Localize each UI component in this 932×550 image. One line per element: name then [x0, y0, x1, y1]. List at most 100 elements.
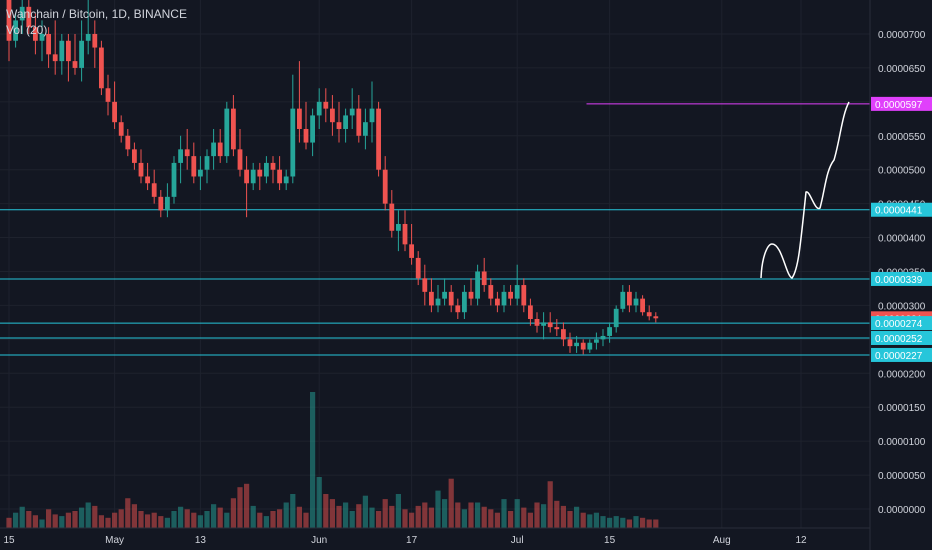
- candle-body: [587, 342, 593, 350]
- price-tags: 0.00005970.00004410.00003390.00002810.00…: [871, 96, 932, 362]
- volume-bar: [151, 512, 157, 528]
- candle-body: [396, 223, 401, 231]
- chart-legend: Wanchain / Bitcoin, 1D, BINANCE Vol (20): [6, 6, 187, 38]
- candle-body: [145, 176, 150, 184]
- volume-bar: [178, 506, 184, 528]
- candle-body: [178, 149, 183, 163]
- volume-bar: [349, 511, 355, 528]
- candle-body: [257, 169, 263, 177]
- price-tick-label: 0.0000050: [878, 471, 926, 482]
- candle-body: [198, 169, 203, 177]
- candle-body: [66, 40, 71, 62]
- volume-indicator-label[interactable]: Vol (20): [6, 23, 48, 37]
- volume-bar: [409, 512, 415, 528]
- candle-body: [481, 271, 487, 286]
- time-tick-label: 15: [604, 535, 616, 546]
- volume-bar: [626, 519, 632, 528]
- candle-body: [125, 135, 131, 150]
- candle-body: [402, 223, 408, 245]
- volume-bar: [580, 512, 586, 528]
- volume-bar: [336, 505, 342, 528]
- price-tick-label: 0.0000700: [878, 30, 926, 41]
- volume-bar: [79, 507, 85, 528]
- volume-bar: [98, 515, 104, 528]
- volume-bar: [277, 509, 283, 528]
- candle-body: [501, 291, 507, 306]
- volume-bar: [323, 494, 329, 528]
- time-tick-label: 13: [195, 535, 207, 546]
- candle-body: [224, 108, 230, 157]
- candle-body: [105, 88, 111, 102]
- price-tag-label: 0.0000274: [875, 319, 923, 330]
- candle-body: [561, 329, 566, 340]
- volume-bar: [237, 487, 243, 528]
- volume-bar: [593, 512, 599, 528]
- volume-bar: [211, 504, 217, 528]
- candle-body: [264, 162, 269, 177]
- candle-body: [250, 169, 256, 184]
- volume-bar: [560, 505, 566, 528]
- volume-bar: [316, 477, 322, 528]
- volume-bar: [52, 514, 58, 528]
- candle-body: [323, 101, 329, 109]
- symbol-title[interactable]: Wanchain / Bitcoin, 1D, BINANCE: [6, 7, 187, 21]
- candle-body: [191, 156, 197, 177]
- time-tick-label: May: [105, 535, 124, 546]
- volume-bar: [250, 505, 256, 528]
- candle-body: [554, 327, 560, 330]
- volume-bar: [290, 494, 296, 528]
- volume-bar: [613, 516, 619, 528]
- volume-bar: [428, 507, 434, 528]
- volume-bar: [283, 502, 289, 528]
- volume-bar: [541, 504, 547, 528]
- time-axis-labels: 15 May 13 Jun 17 Jul 15 Aug 12: [3, 535, 807, 546]
- candle-body: [653, 316, 659, 319]
- volume-bar: [362, 495, 368, 528]
- volume-bar: [435, 490, 441, 528]
- volume-bar: [448, 478, 454, 528]
- candle-body: [521, 285, 527, 306]
- volume-bar: [197, 515, 203, 528]
- volume-bar: [481, 506, 487, 528]
- candle-body: [92, 33, 98, 48]
- candle-body: [435, 298, 441, 306]
- volume-bar: [343, 502, 349, 528]
- projection-drawing[interactable]: [760, 101, 850, 279]
- candle-body: [33, 27, 38, 41]
- candle-body: [627, 291, 632, 306]
- candle-body: [277, 169, 282, 184]
- volume-bar: [554, 500, 560, 528]
- volume-bar: [574, 506, 580, 528]
- candle-body: [363, 122, 368, 136]
- candle-body: [356, 108, 362, 136]
- price-tag: [871, 316, 932, 331]
- price-tick-label: 0.0000200: [878, 369, 926, 380]
- volume-bar: [402, 509, 408, 528]
- candle-body: [211, 142, 216, 157]
- volume-bar: [442, 499, 448, 528]
- volume-bar: [138, 511, 144, 528]
- candle-body: [237, 149, 243, 170]
- candle-body: [488, 285, 494, 299]
- volume-bar: [112, 512, 118, 528]
- volume-bar: [13, 512, 19, 528]
- volume-bar: [329, 499, 335, 528]
- volume-bar: [587, 514, 593, 528]
- volume-bar: [488, 509, 494, 528]
- candle-body: [574, 342, 579, 347]
- candle-body: [26, 6, 32, 28]
- volume-bar: [501, 499, 507, 528]
- volume-bar: [92, 505, 98, 528]
- price-tick-label: 0.0000100: [878, 437, 926, 448]
- horizontal-lines: [0, 103, 870, 356]
- price-tick-label: 0.0000300: [878, 301, 926, 312]
- volume-bar: [415, 505, 421, 528]
- volume-bar: [204, 511, 210, 528]
- candle-body: [389, 203, 395, 231]
- candle-body: [455, 305, 461, 313]
- candle-body: [132, 149, 137, 163]
- candle-body: [429, 291, 434, 306]
- candle-body: [448, 291, 454, 306]
- candle-body: [184, 149, 190, 157]
